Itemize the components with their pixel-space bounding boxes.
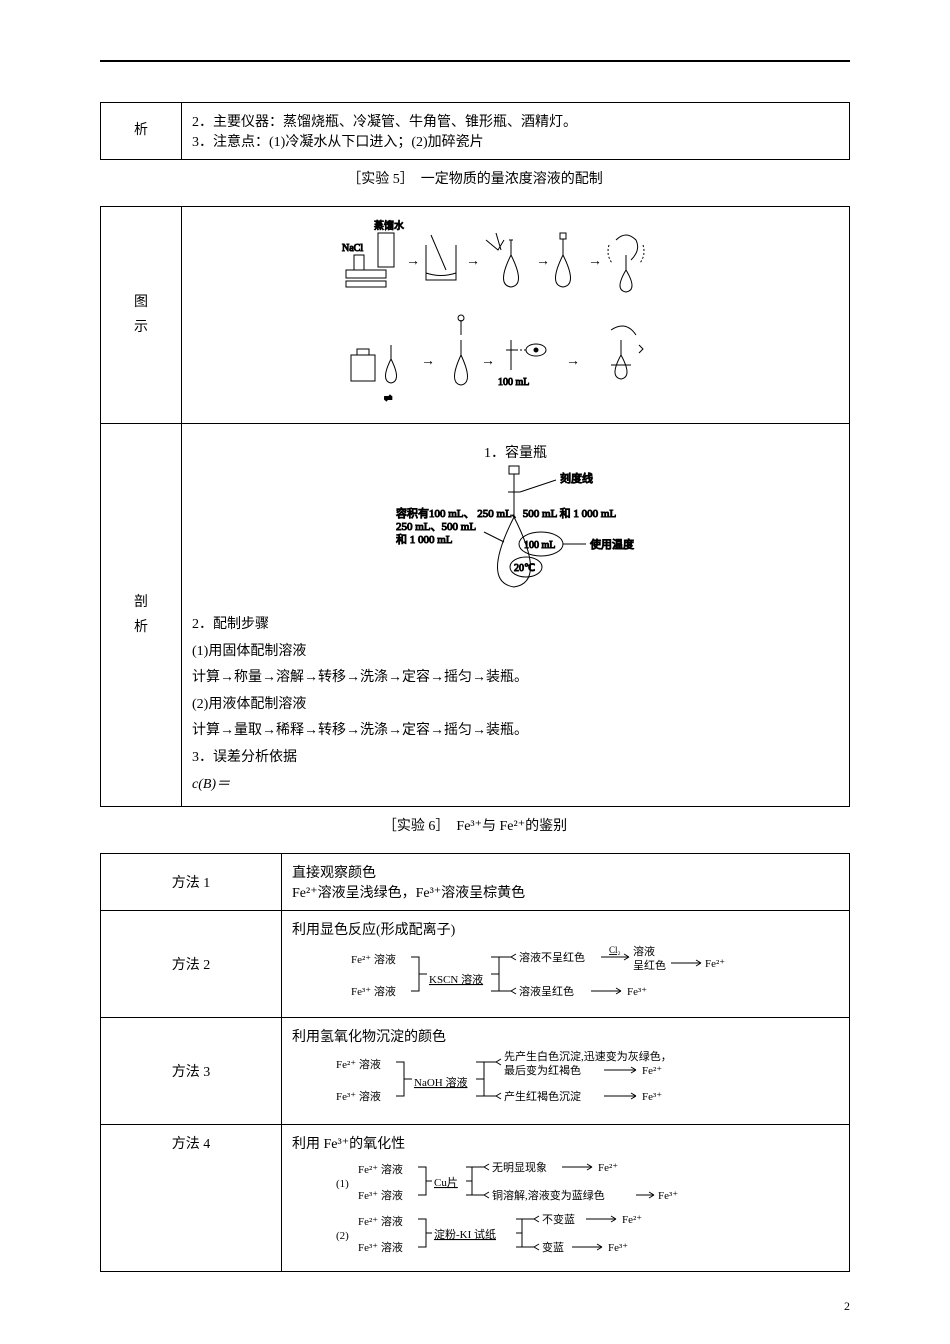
table-exp6: 方法 1 直接观察颜色 Fe²⁺溶液呈浅绿色，Fe³⁺溶液呈棕黄色 方法 2 利…: [100, 853, 850, 1272]
svg-text:Fe³⁺: Fe³⁺: [658, 1190, 678, 1202]
step-3-title: 3．误差分析依据: [192, 745, 839, 772]
svg-text:Fe³⁺ 溶液: Fe³⁺ 溶液: [336, 1089, 381, 1103]
label-100ml: 100 mL: [498, 377, 529, 388]
svg-text:Fe²⁺: Fe²⁺: [705, 958, 725, 970]
notes-cell: 2．主要仪器：蒸馏烧瓶、冷凝管、牛角管、锥形瓶、酒精灯。 3．注意点：(1)冷凝…: [182, 103, 850, 160]
svg-text:250 mL、500 mL: 250 mL、500 mL: [396, 521, 476, 533]
svg-text:不变蓝: 不变蓝: [542, 1212, 575, 1226]
caption-exp6: ［实验 6］ Fe³⁺与 Fe²⁺的鉴别: [100, 815, 850, 835]
table-row: 方法 3 利用氢氧化物沉淀的颜色 Fe²⁺ 溶液 Fe³⁺ 溶液 NaOH 溶液: [101, 1018, 850, 1125]
svg-text:Fe²⁺ 溶液: Fe²⁺ 溶液: [358, 1162, 403, 1176]
method3-title: 利用氢氧化物沉淀的颜色: [292, 1026, 839, 1046]
method2-title: 利用显色反应(形成配离子): [292, 919, 839, 939]
svg-text:Fe²⁺: Fe²⁺: [622, 1214, 642, 1226]
method1-desc: Fe²⁺溶液呈浅绿色，Fe³⁺溶液呈棕黄色: [292, 882, 839, 902]
svg-text:(1): (1): [336, 1178, 349, 1190]
step-2b: (2)用液体配制溶液: [192, 692, 839, 719]
method4-label: 方法 4: [101, 1125, 282, 1272]
label-nacl: NaCl: [342, 243, 363, 254]
svg-text:铜溶解,溶液变为蓝绿色: 铜溶解,溶液变为蓝绿色: [492, 1188, 605, 1202]
svg-text:→: →: [406, 254, 420, 269]
svg-text:淀粉-KI 试纸: 淀粉-KI 试纸: [434, 1227, 496, 1241]
svg-text:Fe³⁺ 溶液: Fe³⁺ 溶液: [358, 1188, 403, 1202]
method2-content: 利用显色反应(形成配离子) Fe²⁺ 溶液 Fe³⁺ 溶液 KSCN 溶液: [282, 911, 850, 1018]
svg-text:变蓝: 变蓝: [542, 1240, 564, 1254]
method3-diagram: Fe²⁺ 溶液 Fe³⁺ 溶液 NaOH 溶液 先产生白色沉淀,迅速变为灰绿色，…: [292, 1046, 839, 1116]
label-usetemp: 使用温度: [590, 537, 634, 551]
step-2a: (1)用固体配制溶液: [192, 639, 839, 666]
svg-text:溶液不呈红色: 溶液不呈红色: [519, 950, 585, 964]
diagram-volumetric-flask: 1．容量瓶 刻度线 容积有100 mL、 250 mL、500 mL 和 1 0…: [192, 432, 839, 612]
diagram-solution-prep: NaCl 蒸馏水 → →: [182, 207, 850, 424]
step-2a-flow: 计算→称量→溶解→转移→洗涤→定容→摇匀→装瓶。: [192, 665, 839, 692]
table-experiment-notes: 析 2．主要仪器：蒸馏烧瓶、冷凝管、牛角管、锥形瓶、酒精灯。 3．注意点：(1)…: [100, 102, 850, 160]
svg-text:Cl₂: Cl₂: [609, 945, 621, 955]
method4-title: 利用 Fe³⁺的氧化性: [292, 1133, 839, 1153]
svg-text:→: →: [588, 254, 602, 269]
label-capacities: 容积有100 mL、 250 mL、500 mL 和 1 000 mL: [396, 506, 616, 520]
svg-text:→: →: [421, 354, 435, 369]
step-2b-flow: 计算→量取→稀释→转移→洗涤→定容→摇匀→装瓶。: [192, 718, 839, 745]
svg-text:Fe²⁺ 溶液: Fe²⁺ 溶液: [358, 1214, 403, 1228]
caption-exp5: ［实验 5］ 一定物质的量浓度溶液的配制: [100, 168, 850, 188]
svg-text:溶液: 溶液: [633, 944, 655, 958]
label-20c: 20℃: [514, 563, 535, 574]
svg-text:和 1 000 mL: 和 1 000 mL: [396, 533, 453, 546]
svg-text:→: →: [481, 354, 495, 369]
step-2-title: 2．配制步骤: [192, 612, 839, 639]
method4-diagram: (1) Fe²⁺ 溶液 Fe³⁺ 溶液 Cu片 无明显现象: [292, 1153, 839, 1263]
page-number: 2: [844, 1299, 850, 1314]
method1-title: 直接观察颜色: [292, 862, 839, 882]
svg-text:⇌: ⇌: [384, 393, 392, 404]
method1-content: 直接观察颜色 Fe²⁺溶液呈浅绿色，Fe³⁺溶液呈棕黄色: [282, 854, 850, 911]
svg-text:无明显现象: 无明显现象: [492, 1161, 547, 1174]
method1-label: 方法 1: [101, 854, 282, 911]
svg-text:NaOH 溶液: NaOH 溶液: [414, 1075, 467, 1089]
svg-text:产生红褐色沉淀: 产生红褐色沉淀: [504, 1089, 581, 1103]
svg-text:Fe²⁺: Fe²⁺: [642, 1065, 662, 1077]
svg-text:Cu片: Cu片: [434, 1176, 458, 1189]
method2-diagram: Fe²⁺ 溶液 Fe³⁺ 溶液 KSCN 溶液 溶液不呈红色: [292, 939, 839, 1009]
method3-label: 方法 3: [101, 1018, 282, 1125]
svg-text:Fe²⁺ 溶液: Fe²⁺ 溶液: [336, 1057, 381, 1071]
note-line-3: 3．注意点：(1)冷凝水从下口进入；(2)加碎瓷片: [192, 131, 839, 151]
svg-text:最后变为红褐色: 最后变为红褐色: [504, 1063, 581, 1077]
label-distilled: 蒸馏水: [374, 219, 404, 232]
table-row: 方法 4 利用 Fe³⁺的氧化性 (1) Fe²⁺ 溶液 Fe³⁺ 溶液 Cu片: [101, 1125, 850, 1272]
row-label-xi: 析: [101, 103, 182, 160]
analysis-cell: 1．容量瓶 刻度线 容积有100 mL、 250 mL、500 mL 和 1 0…: [182, 424, 850, 807]
svg-text:→: →: [566, 354, 580, 369]
step-3-eq: c(B)＝: [192, 772, 839, 799]
svg-text:Fe³⁺ 溶液: Fe³⁺ 溶液: [351, 984, 396, 998]
table-exp5: 图 示 NaCl 蒸馏水 →: [100, 206, 850, 807]
label-gradline: 刻度线: [560, 471, 593, 485]
row-label-analysis: 剖 析: [101, 424, 182, 807]
svg-text:Fe³⁺: Fe³⁺: [627, 986, 647, 998]
method4-content: 利用 Fe³⁺的氧化性 (1) Fe²⁺ 溶液 Fe³⁺ 溶液 Cu片: [282, 1125, 850, 1272]
row-label-diagram: 图 示: [101, 207, 182, 424]
flask-title: 1．容量瓶: [192, 442, 839, 462]
svg-text:呈红色: 呈红色: [633, 958, 666, 972]
svg-text:Fe²⁺: Fe²⁺: [598, 1162, 618, 1174]
method3-content: 利用氢氧化物沉淀的颜色 Fe²⁺ 溶液 Fe³⁺ 溶液 NaOH 溶液: [282, 1018, 850, 1125]
svg-text:Fe³⁺: Fe³⁺: [642, 1091, 662, 1103]
label-100ml-b: 100 mL: [524, 540, 555, 551]
note-line-2: 2．主要仪器：蒸馏烧瓶、冷凝管、牛角管、锥形瓶、酒精灯。: [192, 111, 839, 131]
table-row: 方法 2 利用显色反应(形成配离子) Fe²⁺ 溶液 Fe³⁺ 溶液 KSCN …: [101, 911, 850, 1018]
table-row: 方法 1 直接观察颜色 Fe²⁺溶液呈浅绿色，Fe³⁺溶液呈棕黄色: [101, 854, 850, 911]
svg-text:溶液呈红色: 溶液呈红色: [519, 984, 574, 998]
svg-text:→: →: [466, 254, 480, 269]
svg-text:KSCN 溶液: KSCN 溶液: [429, 972, 483, 986]
svg-text:Fe³⁺ 溶液: Fe³⁺ 溶液: [358, 1240, 403, 1254]
svg-text:→: →: [536, 254, 550, 269]
svg-text:Fe³⁺: Fe³⁺: [608, 1242, 628, 1254]
method2-label: 方法 2: [101, 911, 282, 1018]
svg-text:Fe²⁺ 溶液: Fe²⁺ 溶液: [351, 952, 396, 966]
svg-text:先产生白色沉淀,迅速变为灰绿色，: 先产生白色沉淀,迅速变为灰绿色，: [504, 1049, 672, 1063]
svg-text:(2): (2): [336, 1230, 349, 1242]
top-rule: [100, 60, 850, 62]
